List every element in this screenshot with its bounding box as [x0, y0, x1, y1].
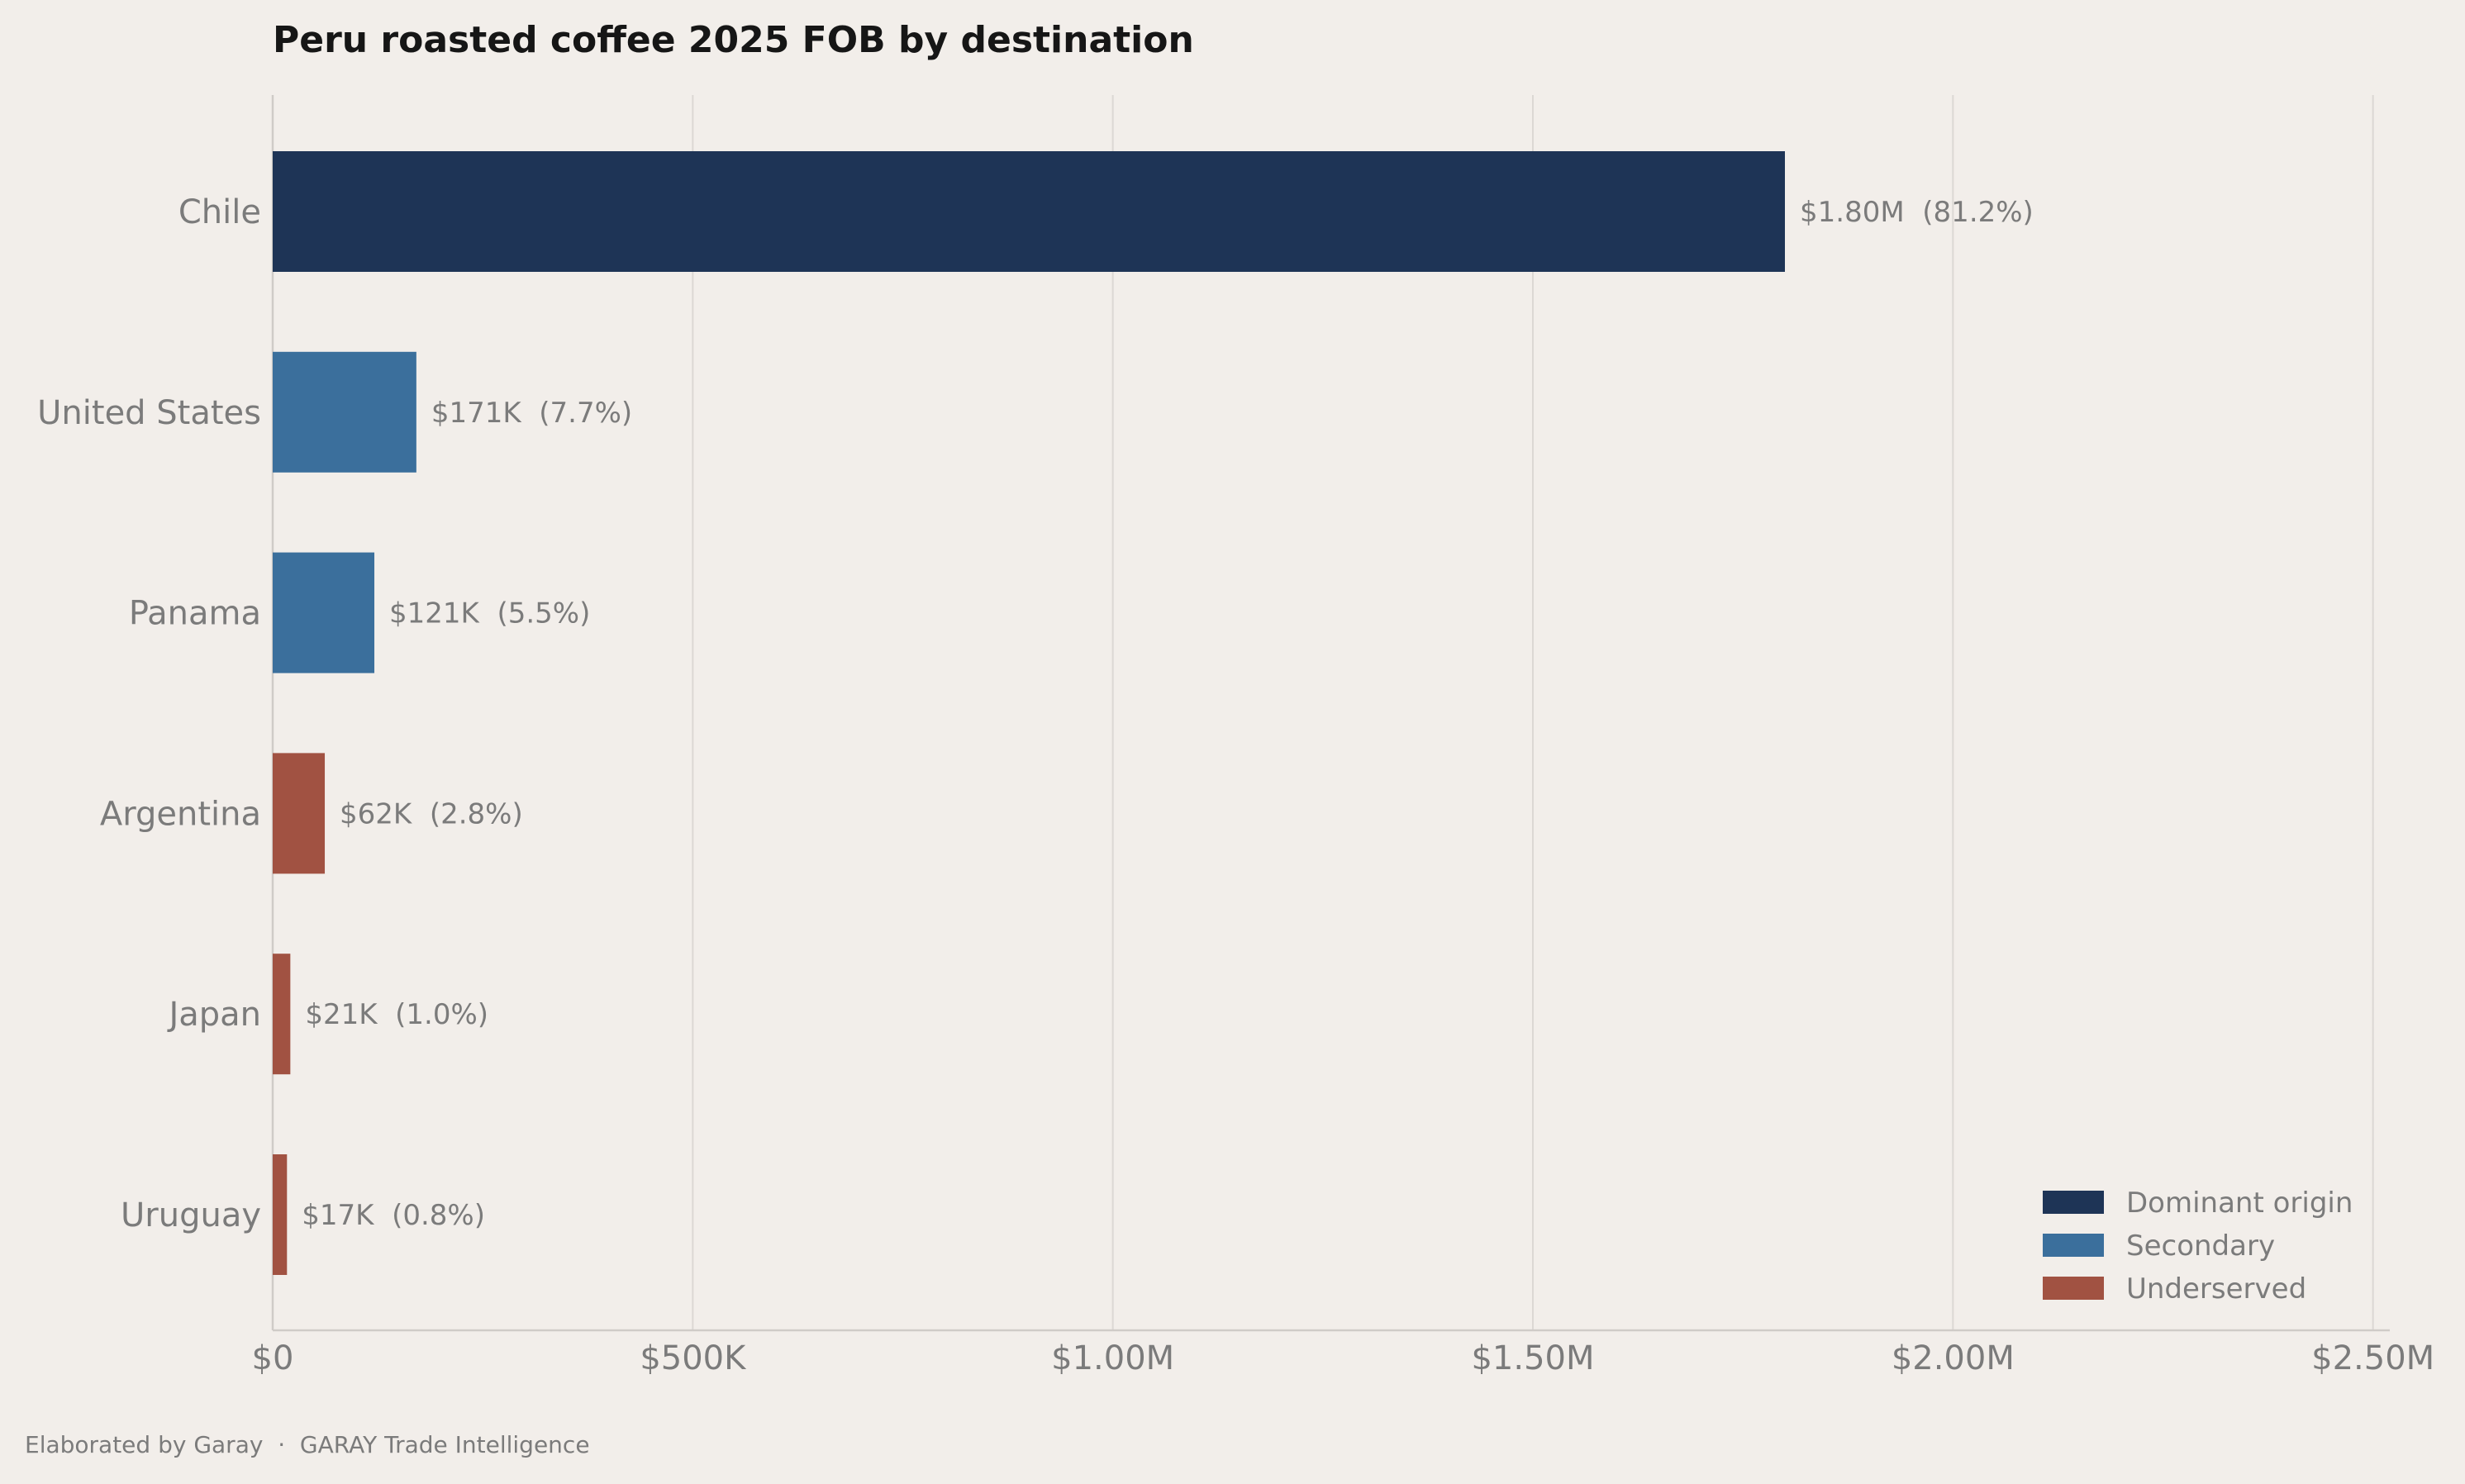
- data-label: $121K (5.5%): [389, 597, 590, 630]
- data-label: $171K (7.7%): [431, 397, 632, 430]
- x-tick-label: $1.00M: [1051, 1339, 1174, 1377]
- footer-credit: Elaborated by Garay · GARAY Trade Intell…: [25, 1431, 590, 1458]
- legend-label: Dominant origin: [2126, 1187, 2353, 1220]
- grid-lines: [271, 95, 2390, 1332]
- x-tick-label: $1.50M: [1471, 1339, 1594, 1377]
- category-labels: Chile United States Panama Argentina Japan Ur…: [37, 193, 261, 1234]
- bar-japan: [273, 954, 291, 1075]
- category-label: Uruguay: [121, 1196, 261, 1234]
- legend-swatch: [2043, 1191, 2104, 1214]
- category-label: Japan: [166, 996, 261, 1034]
- x-tick-labels: $0 $500K $1.00M $1.50M $2.00M $2.50M: [252, 1339, 2435, 1377]
- data-label: $62K (2.8%): [340, 797, 523, 830]
- bar-chile: [273, 151, 1785, 272]
- category-label: Panama: [129, 595, 261, 633]
- legend-label: Secondary: [2126, 1230, 2275, 1263]
- category-label: Argentina: [100, 795, 261, 833]
- legend-swatch: [2043, 1234, 2104, 1257]
- x-tick-label: $2.00M: [1892, 1339, 2015, 1377]
- bar-united-states: [273, 351, 416, 473]
- chart-title: Peru roasted coffee 2025 FOB by destinat…: [273, 19, 1194, 61]
- legend: Dominant origin Secondary Underserved: [2043, 1187, 2353, 1306]
- category-label: United States: [37, 394, 261, 432]
- category-label: Chile: [178, 193, 261, 231]
- bars: [273, 151, 1785, 1275]
- x-tick-label: $2.50M: [2311, 1339, 2434, 1377]
- bar-argentina: [273, 753, 326, 874]
- data-labels: $1.80M (81.2%) $171K (7.7%) $121K (5.5%) $6…: [302, 196, 2034, 1232]
- data-label: $17K (0.8%): [302, 1199, 485, 1232]
- x-tick-label: $0: [252, 1339, 294, 1377]
- bar-uruguay: [273, 1154, 288, 1275]
- x-tick-label: $500K: [640, 1339, 747, 1377]
- data-label: $21K (1.0%): [305, 998, 488, 1031]
- data-label: $1.80M (81.2%): [1800, 196, 2034, 229]
- legend-swatch: [2043, 1277, 2104, 1300]
- legend-label: Underserved: [2126, 1272, 2306, 1306]
- bar-panama: [273, 552, 375, 673]
